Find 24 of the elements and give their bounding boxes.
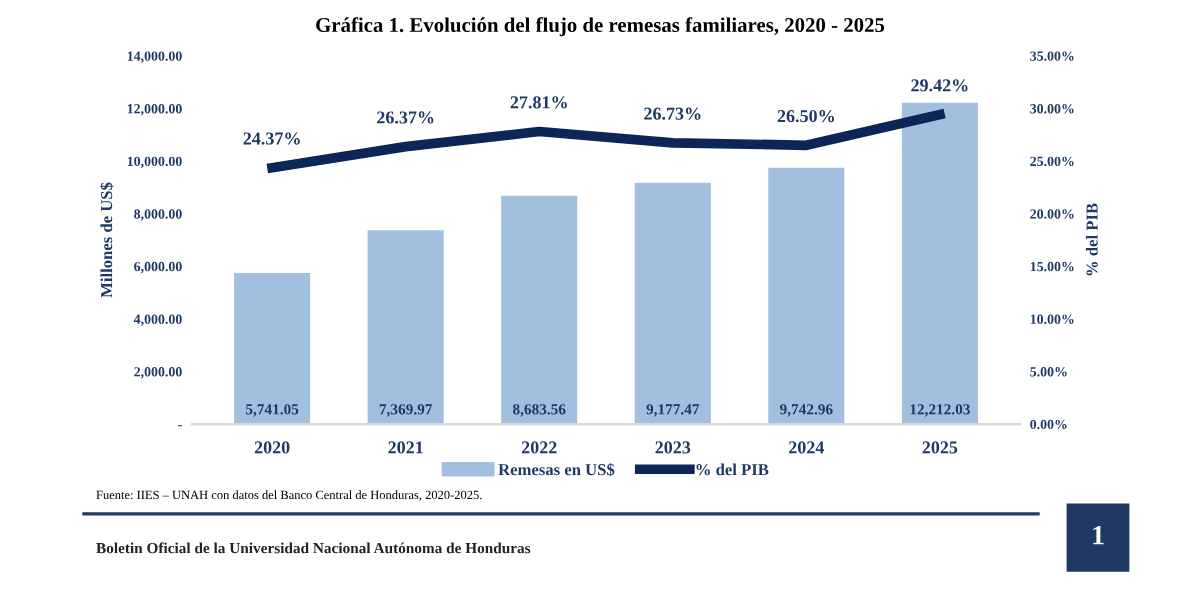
x-tick-label: 2023 — [655, 441, 691, 454]
bar — [367, 230, 444, 425]
bar — [634, 182, 711, 425]
x-tick-label: 2020 — [254, 441, 290, 454]
legend-label: % del PIB — [696, 463, 769, 476]
x-tick-label: 2021 — [388, 441, 423, 454]
bar — [234, 273, 311, 425]
chart-title: Gráfica 1. Evolución del flujo de remesas familiares, 2020 - 2025 — [316, 17, 885, 37]
x-tick-label: 2022 — [521, 441, 557, 454]
data-label: 27.81% — [510, 96, 567, 109]
bar — [768, 167, 845, 425]
bar — [901, 102, 978, 425]
data-label: 26.50% — [777, 109, 834, 123]
text: 1 — [1093, 525, 1104, 545]
data-label: 24.37% — [243, 132, 300, 145]
legend-label: Remesas en US$ — [498, 463, 615, 477]
x-tick-label: 2024 — [789, 441, 825, 454]
y-axis-title: Millones de US$ — [99, 182, 114, 298]
data-label: 26.37% — [377, 111, 434, 124]
y2-axis-title: % del PIB — [1085, 203, 1098, 276]
x-tick-label: 2025 — [922, 441, 958, 454]
data-label: 29.42% — [911, 79, 968, 92]
bar — [501, 195, 578, 425]
data-label: 26.73% — [644, 107, 701, 120]
